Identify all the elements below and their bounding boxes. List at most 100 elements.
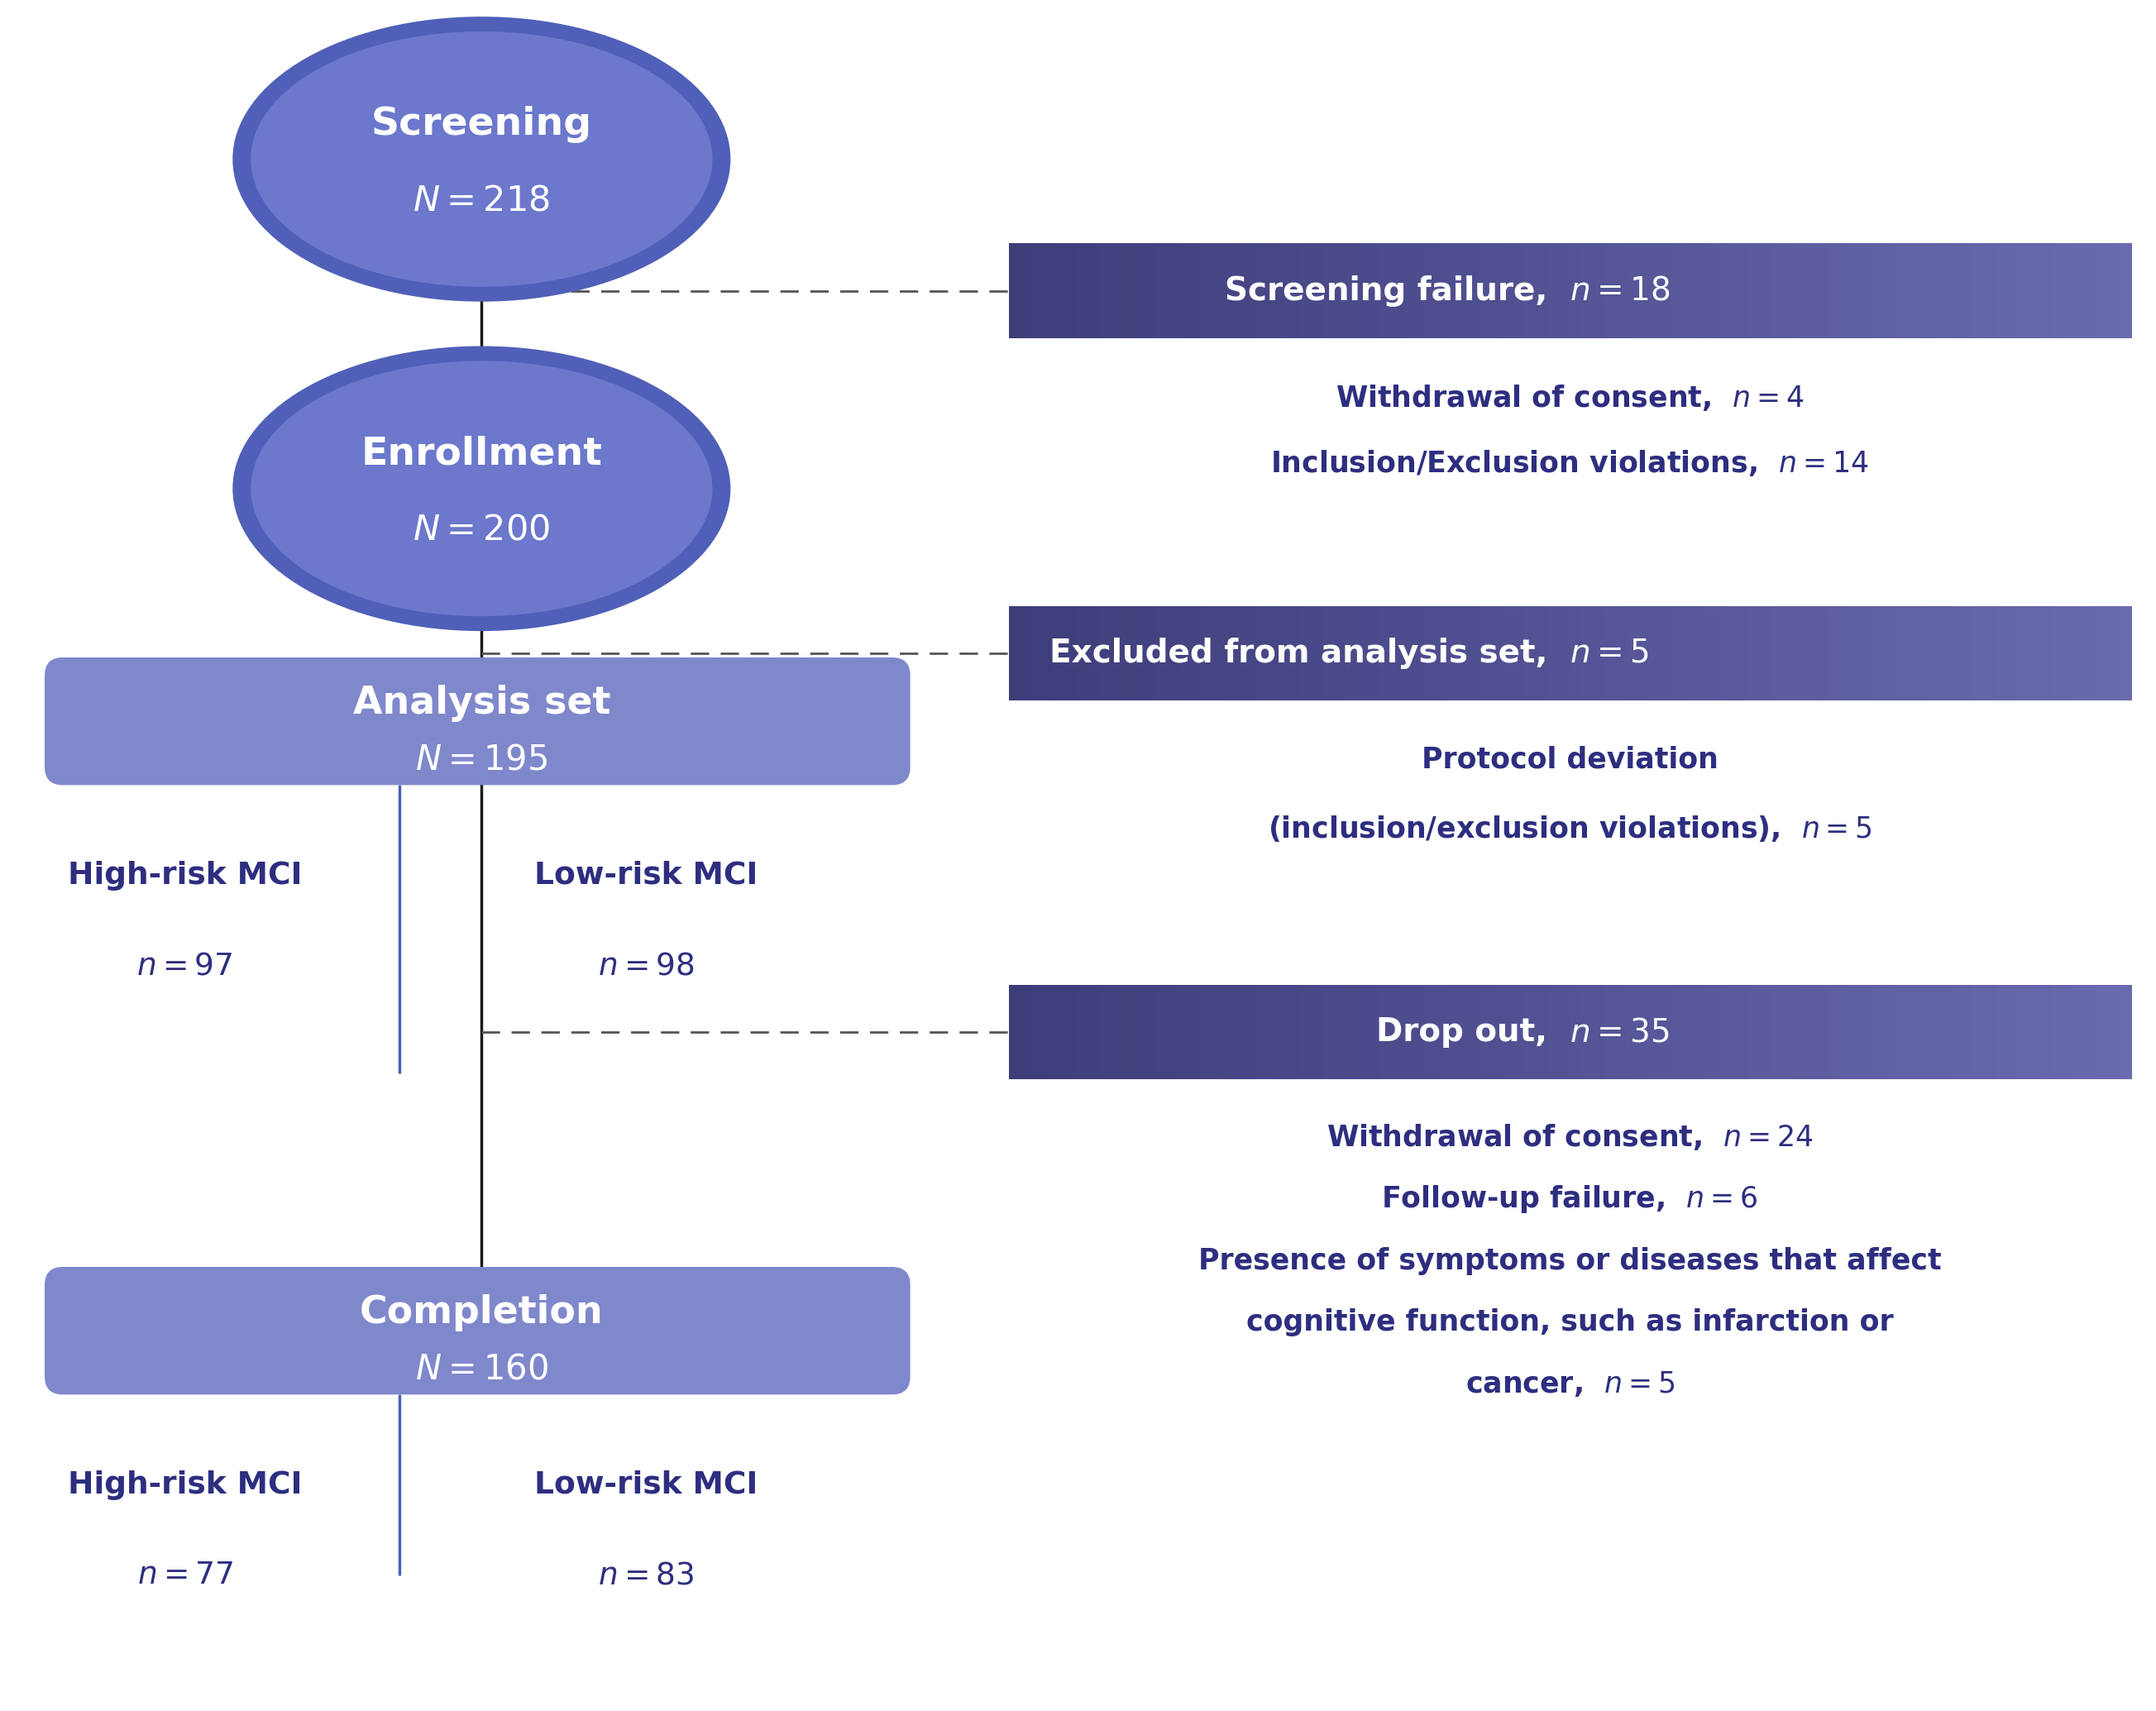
Text: $N = 218$: $N = 218$	[414, 183, 550, 217]
Bar	[1682, 986, 1695, 1080]
Bar	[1367, 243, 1380, 339]
Bar	[1324, 606, 1337, 702]
Bar	[1132, 606, 1145, 702]
Bar	[2109, 243, 2122, 339]
Ellipse shape	[233, 17, 731, 301]
Bar	[2018, 606, 2031, 702]
Bar	[1044, 606, 1056, 702]
Bar	[1772, 606, 1785, 702]
Bar	[2029, 606, 2042, 702]
Bar	[2029, 986, 2042, 1080]
Text: $N = 160$: $N = 160$	[414, 1352, 548, 1386]
Bar	[1636, 606, 1649, 702]
Bar	[1076, 986, 1089, 1080]
Bar	[1591, 986, 1604, 1080]
Bar	[1212, 243, 1225, 339]
Bar	[1951, 986, 1964, 1080]
Text: (inclusion/exclusion violations),  $n = 5$: (inclusion/exclusion violations), $n = 5…	[1268, 813, 1871, 844]
Bar	[2109, 986, 2122, 1080]
Bar	[1884, 986, 1897, 1080]
Bar	[1121, 243, 1134, 339]
Bar	[1535, 606, 1548, 702]
Bar	[2053, 606, 2065, 702]
Bar	[1233, 606, 1246, 702]
Text: $n = 5$: $n = 5$	[1570, 638, 1649, 669]
Bar	[1636, 986, 1649, 1080]
Bar	[1436, 606, 1449, 702]
Bar	[1289, 606, 1302, 702]
Bar	[1468, 243, 1481, 339]
FancyBboxPatch shape	[45, 657, 910, 785]
Bar	[1391, 606, 1404, 702]
Bar	[1580, 606, 1593, 702]
Bar	[1156, 606, 1169, 702]
Bar	[1311, 243, 1324, 339]
Bar	[2018, 243, 2031, 339]
Text: $n = 83$: $n = 83$	[599, 1560, 694, 1591]
Bar	[1199, 243, 1212, 339]
Text: $n = 97$: $n = 97$	[136, 951, 233, 980]
Bar	[2063, 606, 2076, 702]
Bar	[1996, 986, 2009, 1080]
Bar	[1783, 243, 1796, 339]
Bar	[1548, 243, 1561, 339]
Bar	[1524, 243, 1537, 339]
Bar	[1626, 606, 1639, 702]
Bar	[1783, 986, 1796, 1080]
Bar	[1356, 986, 1369, 1080]
Bar	[1479, 243, 1492, 339]
Bar	[1850, 243, 1863, 339]
Bar	[1906, 606, 1919, 702]
Text: Presence of symptoms or diseases that affect: Presence of symptoms or diseases that af…	[1199, 1247, 1940, 1275]
Bar	[1300, 243, 1313, 339]
Bar	[2007, 606, 2020, 702]
Text: Inclusion/Exclusion violations,  $n = 14$: Inclusion/Exclusion violations, $n = 14$	[1270, 448, 1869, 479]
Bar	[1468, 606, 1481, 702]
Bar	[1647, 606, 1660, 702]
Bar	[2085, 986, 2098, 1080]
Bar	[1020, 243, 1033, 339]
Bar	[1524, 986, 1537, 1080]
Bar	[2063, 243, 2076, 339]
Bar	[1447, 606, 1460, 702]
Bar	[1044, 243, 1056, 339]
Bar	[1031, 243, 1044, 339]
Bar	[1044, 986, 1056, 1080]
Bar	[1927, 986, 1940, 1080]
Bar	[1850, 986, 1863, 1080]
Bar	[1233, 986, 1246, 1080]
Bar	[1996, 243, 2009, 339]
Bar	[1570, 606, 1583, 702]
Bar	[1794, 606, 1807, 702]
Bar	[1110, 243, 1123, 339]
Bar	[1367, 986, 1380, 1080]
Bar	[1647, 243, 1660, 339]
Bar	[1794, 986, 1807, 1080]
Text: $n = 98$: $n = 98$	[597, 951, 694, 980]
Bar	[1716, 606, 1729, 702]
Bar	[1692, 606, 1705, 702]
Bar	[1951, 606, 1964, 702]
Bar	[1749, 986, 1761, 1080]
Bar	[1335, 606, 1348, 702]
Bar	[1087, 243, 1100, 339]
Bar	[1009, 986, 1022, 1080]
Bar	[1020, 606, 1033, 702]
Bar	[1615, 243, 1628, 339]
Text: $n = 35$: $n = 35$	[1570, 1016, 1669, 1047]
Bar	[1076, 243, 1089, 339]
Bar	[1177, 243, 1190, 339]
Bar	[2096, 243, 2109, 339]
Bar	[1871, 986, 1884, 1080]
Bar	[1906, 243, 1919, 339]
Bar	[1311, 986, 1324, 1080]
Bar	[1895, 243, 1908, 339]
Bar	[1468, 986, 1481, 1080]
Bar	[2085, 243, 2098, 339]
Bar	[1412, 986, 1425, 1080]
Bar	[1401, 243, 1414, 339]
Bar	[1479, 606, 1492, 702]
Bar	[1345, 606, 1358, 702]
Bar	[1166, 243, 1179, 339]
Bar	[1559, 606, 1572, 702]
